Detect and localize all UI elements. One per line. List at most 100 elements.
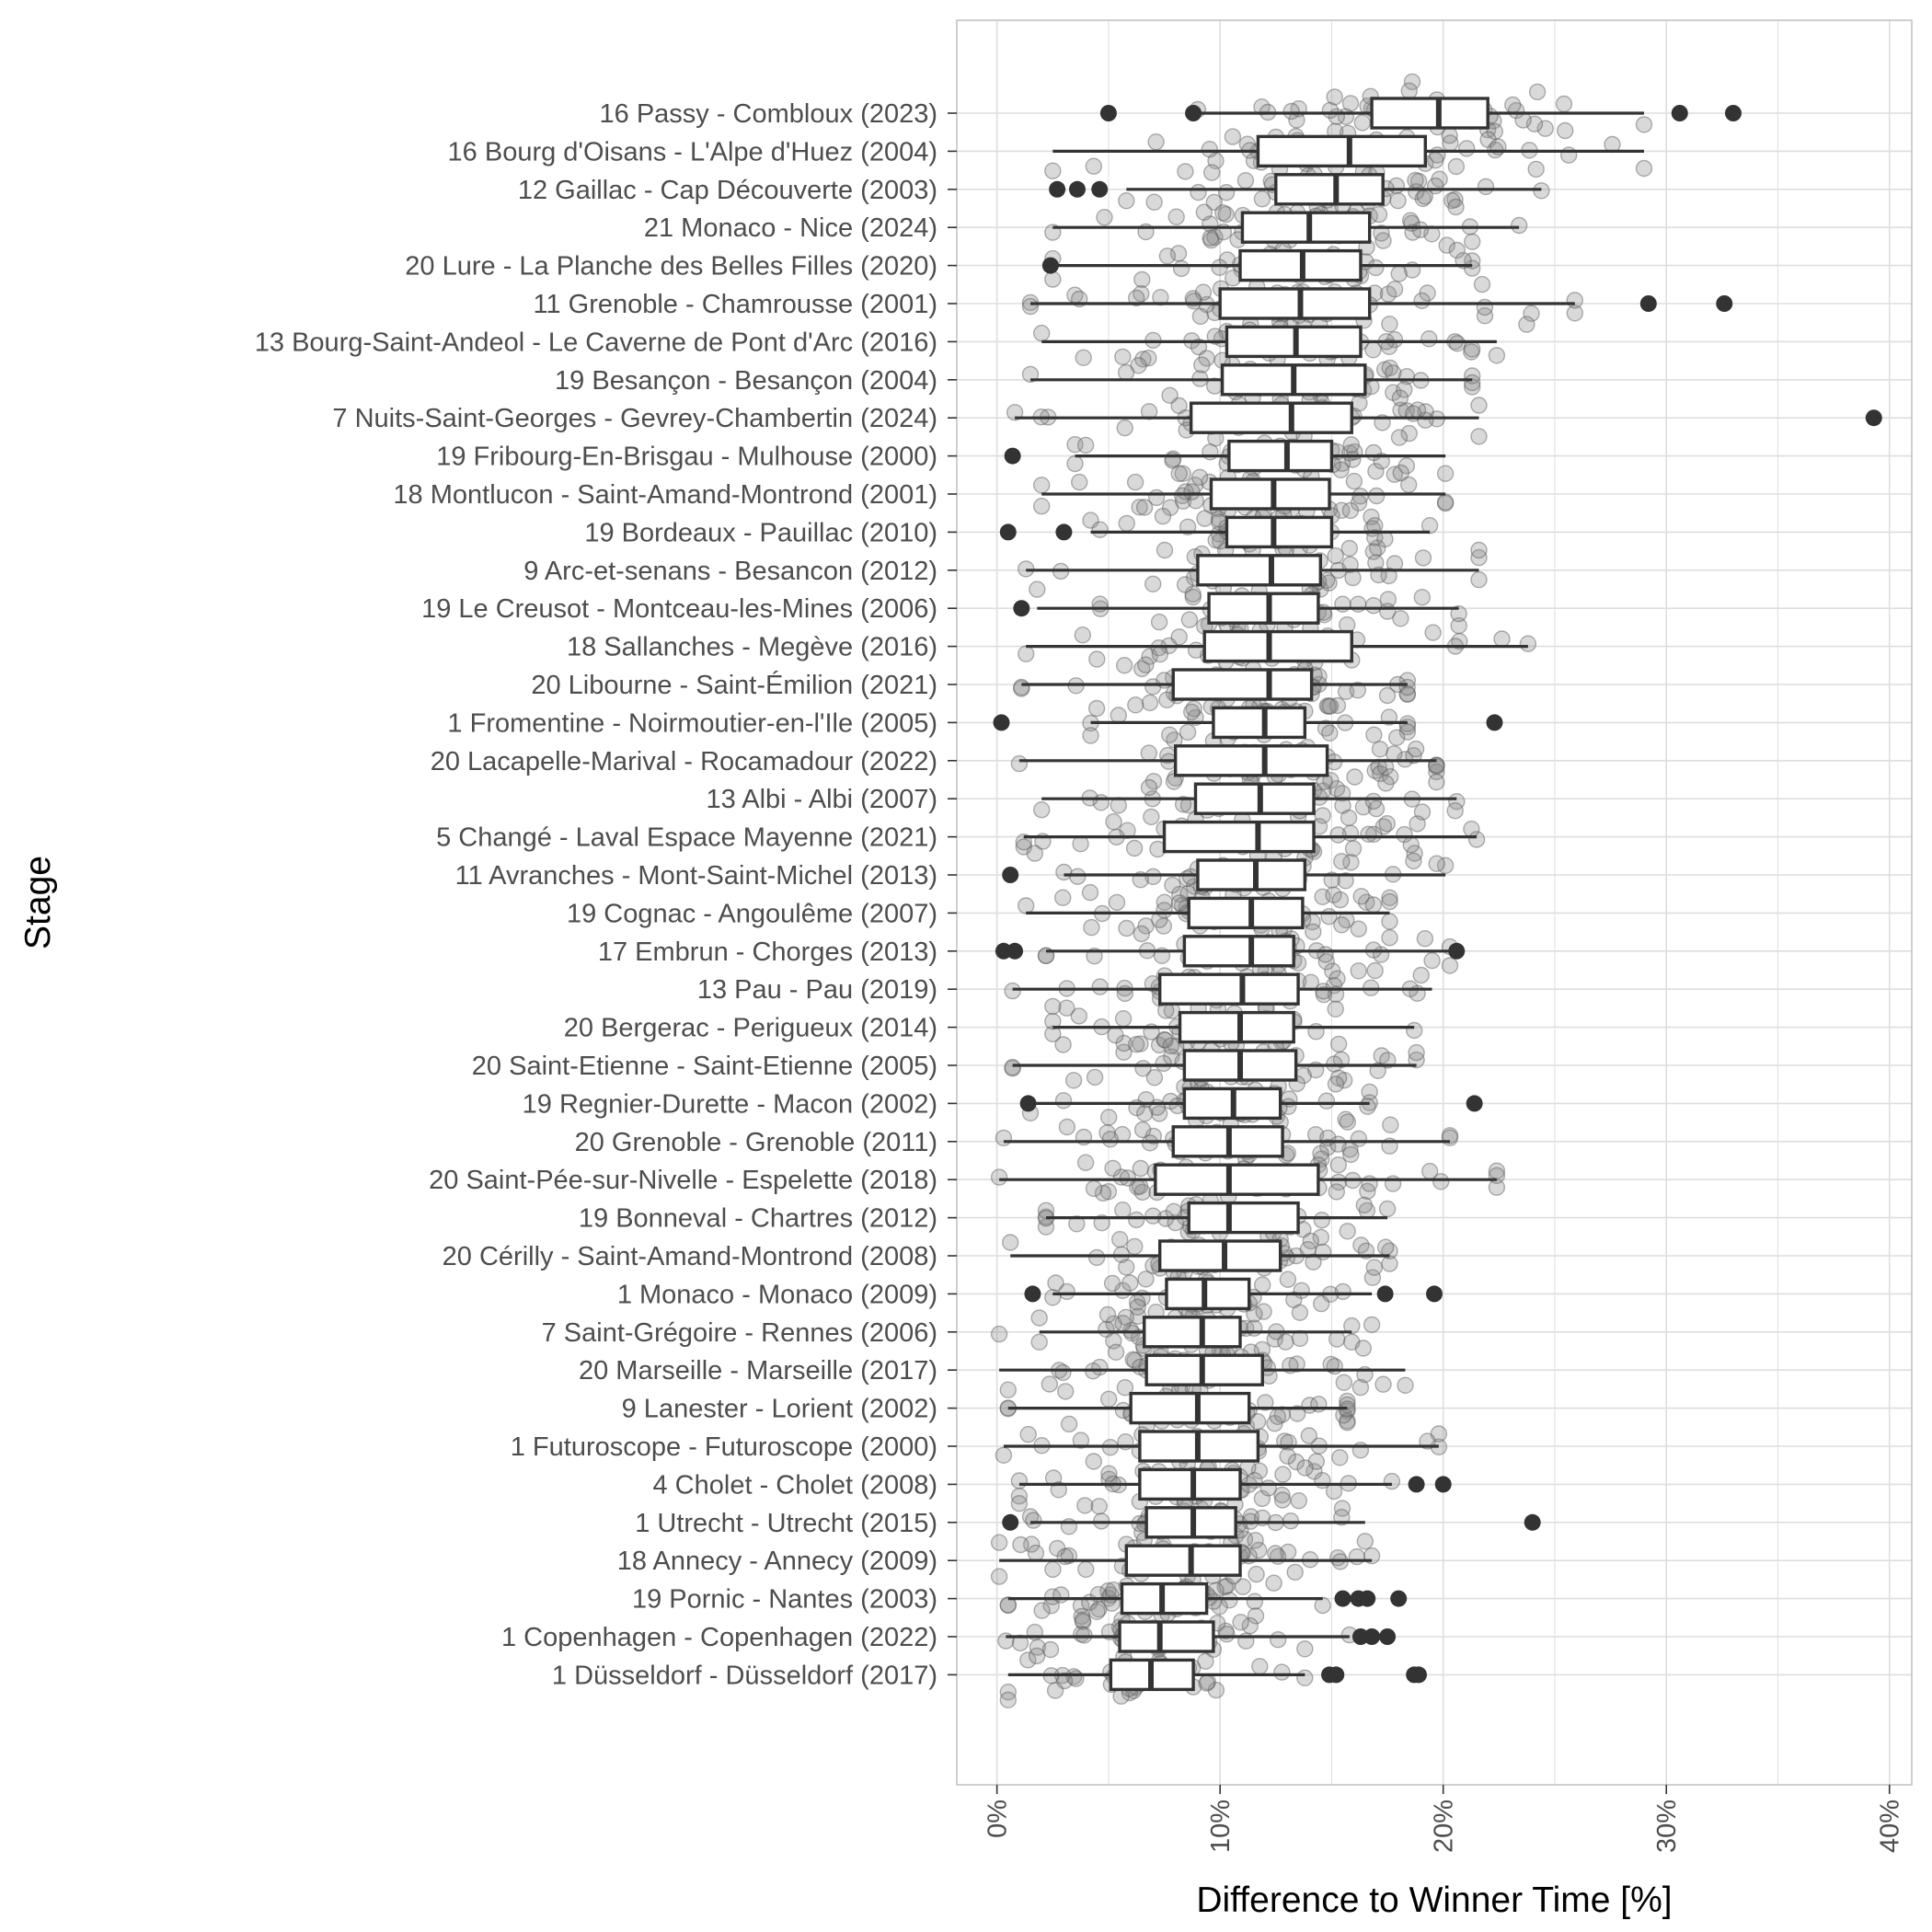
jitter-point [1055,1364,1071,1380]
box [1126,1546,1240,1575]
jitter-point [1014,680,1029,696]
jitter-point [1443,1130,1458,1145]
jitter-point [1119,193,1134,209]
jitter-point [1283,1513,1299,1529]
x-tick-label: 0% [983,1800,1013,1838]
jitter-point [1352,489,1368,504]
jitter-point [1397,1377,1413,1393]
stage-label: 19 Regnier-Durette - Macon (2002) [523,1089,937,1119]
jitter-point [1252,1659,1268,1674]
jitter-point [1119,515,1134,531]
jitter-point [1316,983,1331,999]
jitter-point [1361,826,1376,842]
jitter-point [1379,816,1395,832]
jitter-point [1372,207,1387,223]
jitter-point [1034,802,1050,818]
jitter-point [1130,1299,1145,1315]
jitter-point [1005,983,1020,999]
jitter-point [1127,841,1143,857]
jitter-point [1351,1131,1366,1146]
jitter-point [1520,636,1535,651]
jitter-point [1311,1397,1327,1412]
jitter-point [1156,1055,1171,1071]
jitter-point [1351,921,1366,937]
jitter-point [1172,895,1188,911]
jitter-point [1202,142,1217,157]
jitter-point [1330,1136,1346,1152]
jitter-point [1380,1202,1396,1217]
jitter-point [1055,890,1071,905]
outlier-point [1055,523,1072,540]
outlier-point [1377,1285,1394,1302]
stage-label: 19 Bonneval - Chartres (2012) [579,1204,937,1234]
stage-label: 20 Lacapelle-Marival - Rocamadour (2022) [431,747,937,776]
jitter-point [1119,364,1134,380]
jitter-point [1048,1683,1064,1698]
jitter-point [1375,233,1391,248]
jitter-point [1528,161,1544,177]
jitter-point [1373,742,1388,757]
jitter-point [1329,1331,1345,1347]
jitter-point [1062,1416,1077,1432]
jitter-point [1116,1011,1132,1027]
jitter-point [1447,803,1463,819]
jitter-point [1275,1492,1291,1508]
jitter-point [1297,1460,1313,1476]
stage-label: 13 Pau - Pau (2019) [697,975,937,1005]
jitter-point [1026,1512,1041,1528]
jitter-point [1157,543,1173,558]
jitter-point [1073,836,1088,852]
jitter-point [1212,259,1227,275]
jitter-point [1471,429,1487,444]
outlier-point [1409,1476,1425,1492]
jitter-point [1215,205,1231,221]
outlier-point [1020,1095,1037,1111]
stage-label: 19 Pornic - Nantes (2003) [632,1585,937,1615]
stage-label: 7 Saint-Grégoire - Rennes (2006) [542,1318,937,1348]
box [1209,593,1318,623]
stage-label: 20 Cérilly - Saint-Amand-Montrond (2008) [443,1242,937,1271]
jitter-point [1567,293,1582,308]
jitter-point [1346,841,1362,857]
outlier-point [1069,181,1086,198]
outlier-point [1100,105,1117,121]
jitter-point [1390,193,1406,209]
jitter-point [1122,1275,1138,1291]
jitter-point [1354,115,1370,131]
stage-label: 9 Arc-et-senans - Besancon (2012) [523,557,937,586]
box [1160,1241,1281,1271]
x-tick-label: 20% [1430,1800,1459,1853]
stage-label: 9 Lanester - Lorient (2002) [622,1395,937,1424]
jitter-point [1401,83,1417,98]
jitter-point [1034,477,1050,493]
jitter-point [1058,1384,1074,1399]
jitter-point [1292,1305,1307,1320]
jitter-point [1137,500,1153,515]
jitter-point [1406,853,1421,868]
outlier-point [1024,1285,1041,1302]
jitter-point [1045,163,1061,178]
jitter-point [1450,336,1466,351]
jitter-point [1561,147,1577,163]
jitter-point [1143,695,1158,710]
jitter-point [1048,1275,1064,1291]
jitter-point [1322,725,1338,741]
jitter-point [1152,647,1167,662]
jitter-point [1416,550,1432,566]
jitter-point [995,1447,1011,1463]
jitter-point [1637,117,1652,132]
jitter-point [1101,1110,1117,1125]
x-tick-label: 30% [1652,1800,1682,1853]
box [1156,1165,1318,1194]
jitter-point [1100,1307,1116,1323]
box [1144,1317,1240,1347]
jitter-point [1471,572,1487,588]
jitter-point [992,1327,1007,1342]
stage-label: 1 Copenhagen - Copenhagen (2022) [501,1623,937,1652]
jitter-point [1530,84,1546,99]
jitter-point [1417,931,1432,947]
jitter-point [1031,1310,1047,1326]
jitter-point [1225,129,1240,144]
jitter-point [1558,123,1573,139]
box [1184,937,1294,966]
